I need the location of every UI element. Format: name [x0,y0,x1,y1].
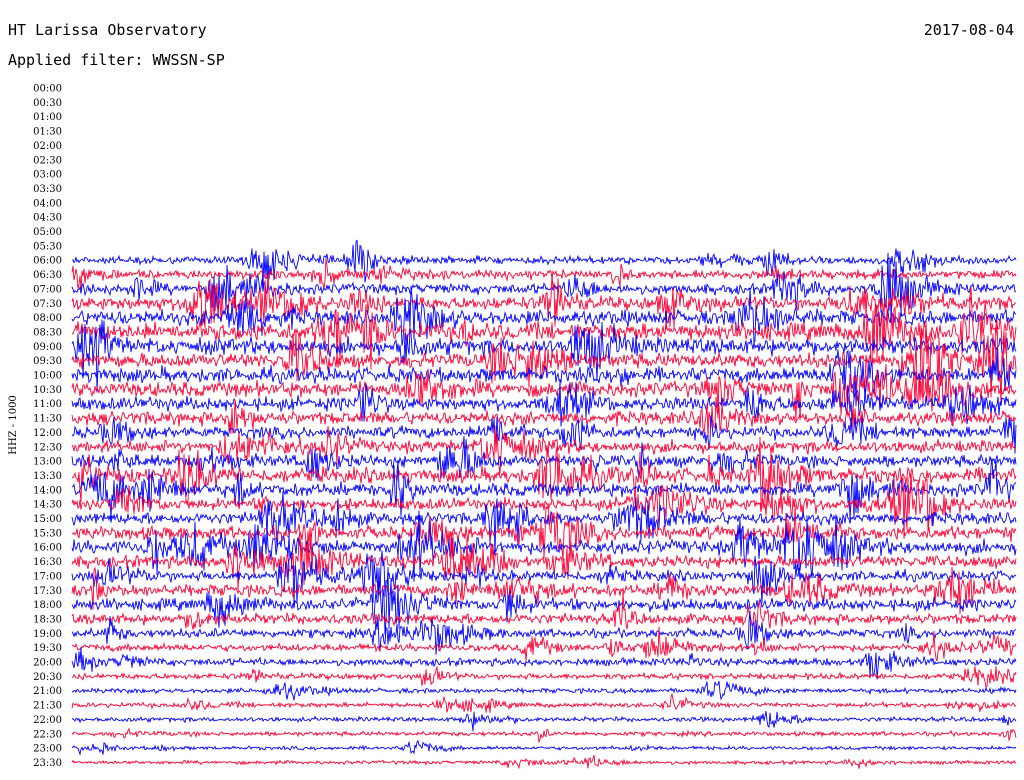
filter-label: Applied filter: WWSSN-SP [8,51,225,69]
tick-label: 14:30 [33,500,62,511]
tick-label: 08:30 [33,327,62,338]
trace-2100 [71,680,1017,701]
tick-label: 17:00 [33,571,62,582]
tick-label: 09:30 [33,356,62,367]
tick-label: 13:30 [33,471,62,482]
trace-1630 [71,530,1017,591]
tick-label: 18:00 [33,600,62,611]
trace-2130 [71,693,1017,713]
station-title: HT Larissa Observatory [8,21,207,39]
tick-label: 06:30 [33,270,62,281]
trace-1200 [71,415,1017,454]
tick-label: 15:30 [33,528,62,539]
trace-1600 [71,510,1017,582]
time-tick-labels: 00:00 00:30 01:00 01:30 02:00 02:30 03:00 03:30… [33,84,62,769]
tick-label: 01:30 [33,127,62,138]
trace-2030 [71,666,1017,688]
tick-label: 20:00 [33,658,62,669]
tick-label: 14:00 [33,485,62,496]
tick-label: 08:00 [33,313,62,324]
tick-label: 04:30 [33,213,62,224]
trace-1330 [71,436,1017,509]
tick-label: 06:00 [33,256,62,267]
trace-2200 [71,711,1017,732]
trace-1930 [71,626,1017,662]
tick-label: 02:00 [33,141,62,152]
tick-label: 16:00 [33,543,62,554]
tick-label: 22:00 [33,715,62,726]
tick-label: 09:00 [33,342,62,353]
trace-0700 [71,252,1016,323]
tick-label: 19:00 [33,629,62,640]
tick-label: 23:00 [33,744,62,755]
tick-label: 22:30 [33,729,62,740]
trace-0630 [71,258,1017,290]
tick-label: 11:30 [33,414,62,425]
tick-label: 21:30 [33,701,62,712]
tick-label: 07:00 [33,284,62,295]
tick-label: 20:30 [33,672,62,683]
tick-label: 00:00 [33,84,62,95]
trace-2300 [71,739,1017,756]
tick-label: 05:00 [33,227,62,238]
trace-2230 [71,727,1017,744]
trace-0830 [71,286,1017,370]
tick-label: 13:00 [33,457,62,468]
tick-label: 11:00 [33,399,62,410]
seismic-traces [71,239,1017,770]
y-axis-label: HHZ - 1000 [8,395,19,455]
trace-2000 [71,647,1017,680]
tick-label: 10:00 [33,371,62,382]
tick-label: 03:00 [33,170,62,181]
tick-label: 23:30 [33,758,62,769]
tick-label: 07:30 [33,299,62,310]
tick-label: 17:30 [33,586,62,597]
tick-label: 01:00 [33,112,62,123]
tick-label: 00:30 [33,98,62,109]
tick-label: 19:30 [33,643,62,654]
trace-1300 [71,435,1017,481]
trace-0730 [71,271,1017,330]
tick-label: 02:30 [33,155,62,166]
trace-1100 [71,379,1017,427]
trace-1700 [71,550,1017,605]
trace-1530 [71,504,1017,563]
tick-label: 04:00 [33,198,62,209]
record-date: 2017-08-04 [923,21,1014,39]
tick-label: 12:00 [33,428,62,439]
tick-label: 15:00 [33,514,62,525]
tick-label: 05:30 [33,241,62,252]
tick-label: 16:30 [33,557,62,568]
trace-0900 [71,319,1017,393]
tick-label: 12:30 [33,442,62,453]
trace-1800 [71,567,1017,635]
tick-label: 21:00 [33,686,62,697]
trace-1000 [71,347,1017,407]
trace-1900 [71,610,1017,655]
trace-1230 [71,425,1017,474]
trace-0800 [71,285,1017,346]
trace-1730 [71,566,1017,615]
trace-1130 [71,396,1017,438]
trace-1830 [71,592,1017,630]
trace-0600 [71,239,1017,289]
trace-1430 [71,471,1017,539]
tick-label: 03:30 [33,184,62,195]
trace-1500 [71,491,1017,558]
tick-label: 18:30 [33,614,62,625]
trace-1400 [71,458,1017,520]
tick-label: 10:30 [33,385,62,396]
trace-2330 [71,754,1017,770]
